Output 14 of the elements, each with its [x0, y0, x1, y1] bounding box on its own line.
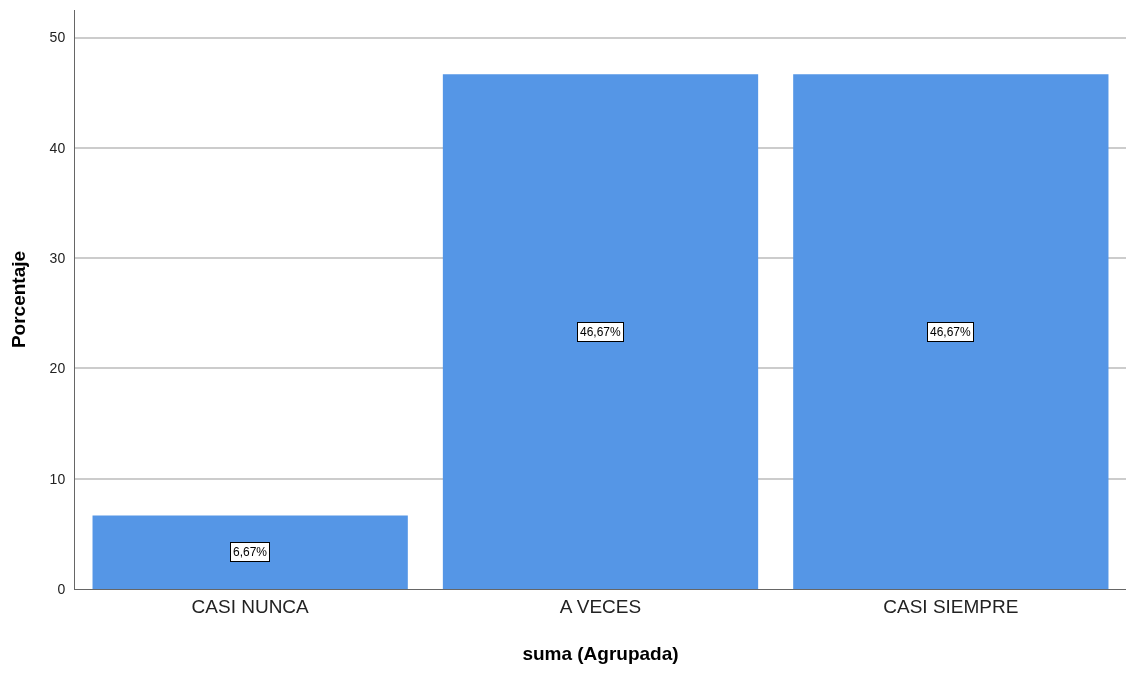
- y-tick-label: 0: [57, 580, 66, 597]
- y-tick-label: 20: [49, 360, 66, 377]
- data-label: 6,67%: [233, 545, 268, 559]
- x-axis-title: suma (Agrupada): [522, 642, 679, 664]
- data-label: 46,67%: [580, 325, 622, 339]
- data-label: 46,67%: [930, 325, 972, 339]
- y-tick-label: 10: [49, 470, 66, 487]
- x-tick-label: CASI NUNCA: [191, 595, 310, 617]
- x-tick-label: A VECES: [559, 595, 642, 617]
- x-tick-label: CASI SIEMPRE: [883, 595, 1019, 617]
- y-tick-label: 50: [49, 29, 66, 46]
- y-tick-label: 30: [49, 250, 66, 267]
- y-tick-label: 40: [49, 139, 66, 156]
- y-axis-title: Porcentaje: [8, 250, 30, 349]
